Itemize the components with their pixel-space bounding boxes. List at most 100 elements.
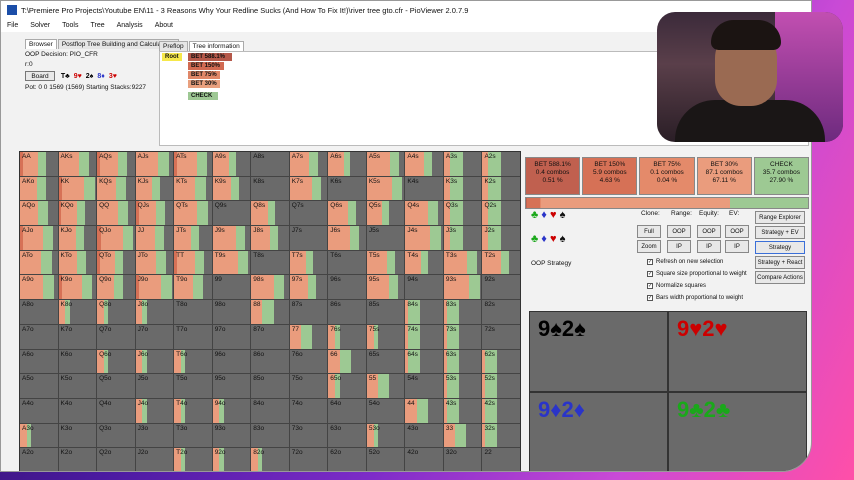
hand-cell[interactable]: TT: [174, 250, 212, 275]
hand-cell[interactable]: A3s: [443, 152, 482, 176]
hand-cell[interactable]: 33: [443, 423, 482, 448]
hand-cell[interactable]: AJo: [20, 226, 58, 250]
hand-cell[interactable]: 88: [251, 300, 289, 324]
hand-cell[interactable]: K2s: [482, 176, 520, 201]
hand-cell[interactable]: T5s: [366, 250, 405, 275]
hand-cell[interactable]: A4s: [405, 152, 443, 176]
hand-cell[interactable]: Q5o: [97, 374, 135, 398]
menu-file[interactable]: File: [7, 22, 19, 29]
menu-about[interactable]: About: [154, 22, 173, 29]
hand-cell[interactable]: K2o: [58, 448, 97, 471]
hand-cell[interactable]: A8o: [20, 300, 58, 324]
hand-cell[interactable]: 65o: [328, 374, 366, 398]
hand-cell[interactable]: JJ: [135, 226, 174, 250]
normalize-checkbox[interactable]: ✓ Normalize squares: [647, 283, 707, 289]
hand-cell[interactable]: KTs: [174, 176, 212, 201]
hand-cell[interactable]: 77: [289, 324, 328, 349]
compare-actions-button[interactable]: Compare Actions: [755, 271, 805, 284]
hand-cell[interactable]: QTs: [174, 201, 212, 226]
hand-cell[interactable]: K6s: [328, 176, 366, 201]
tree-node[interactable]: BET 75%: [188, 71, 220, 79]
hand-cell[interactable]: 95o: [212, 374, 251, 398]
hand-cell[interactable]: 65s: [366, 349, 405, 374]
hand-cell[interactable]: K3s: [443, 176, 482, 201]
hand-cell[interactable]: Q2o: [97, 448, 135, 471]
hand-cell[interactable]: 85o: [251, 374, 289, 398]
hand-cell[interactable]: A4o: [20, 398, 58, 423]
hand-cell[interactable]: Q6s: [328, 201, 366, 226]
hand-cell[interactable]: T9s: [212, 250, 251, 275]
hand-cell[interactable]: J2o: [135, 448, 174, 471]
hand-cell[interactable]: T4s: [405, 250, 443, 275]
hand-cell[interactable]: 93s: [443, 275, 482, 300]
hand-cell[interactable]: Q8o: [97, 300, 135, 324]
hand-cell[interactable]: T6o: [174, 349, 212, 374]
hand-cell[interactable]: 73o: [289, 423, 328, 448]
hand-cell[interactable]: K8o: [58, 300, 97, 324]
hand-cell[interactable]: AKs: [58, 152, 97, 176]
hand-cell[interactable]: AKo: [20, 176, 58, 201]
hand-cell[interactable]: 93o: [212, 423, 251, 448]
tree-node[interactable]: BET 588.1%: [188, 53, 232, 61]
combo-cell[interactable]: 9♦2♦: [530, 393, 667, 471]
hand-cell[interactable]: QQ: [97, 201, 135, 226]
hand-cell[interactable]: K7s: [289, 176, 328, 201]
hand-cell[interactable]: 72s: [482, 324, 520, 349]
hand-cell[interactable]: AQo: [20, 201, 58, 226]
hand-cell[interactable]: 82o: [251, 448, 289, 471]
hand-cell[interactable]: AQs: [97, 152, 135, 176]
hand-cell[interactable]: A5o: [20, 374, 58, 398]
hand-cell[interactable]: T8o: [174, 300, 212, 324]
action-summary-item[interactable]: CHECK 35.7 combos 27.90 %: [753, 157, 810, 195]
hand-cell[interactable]: 54o: [366, 398, 405, 423]
hand-cell[interactable]: Q4o: [97, 398, 135, 423]
hand-cell[interactable]: 32s: [482, 423, 520, 448]
hand-cell[interactable]: 74s: [405, 324, 443, 349]
hand-cell[interactable]: KK: [58, 176, 97, 201]
hand-cell[interactable]: 87o: [251, 324, 289, 349]
refresh-checkbox[interactable]: ✓ Refresh on new selection: [647, 259, 724, 265]
hand-cell[interactable]: 85s: [366, 300, 405, 324]
hand-cell[interactable]: 44: [405, 398, 443, 423]
suit-filter-row-2[interactable]: ♣ ♦ ♥ ♠: [531, 233, 566, 245]
strategy-react-button[interactable]: Strategy + React: [755, 256, 805, 269]
hand-cell[interactable]: Q6o: [97, 349, 135, 374]
hand-cell[interactable]: K4s: [405, 176, 443, 201]
hand-cell[interactable]: 76s: [328, 324, 366, 349]
hand-cell[interactable]: Q3o: [97, 423, 135, 448]
strategy-ev-button[interactable]: Strategy + EV: [755, 226, 805, 239]
hand-cell[interactable]: KTo: [58, 250, 97, 275]
equity-ip-button[interactable]: IP: [697, 240, 721, 253]
hand-cell[interactable]: T9o: [174, 275, 212, 300]
hand-cell[interactable]: ATo: [20, 250, 58, 275]
hand-cell[interactable]: A2o: [20, 448, 58, 471]
hand-cell[interactable]: 83o: [251, 423, 289, 448]
hand-cell[interactable]: J4o: [135, 398, 174, 423]
hand-cell[interactable]: J6o: [135, 349, 174, 374]
hand-cell[interactable]: J7s: [289, 226, 328, 250]
hand-cell[interactable]: 72o: [289, 448, 328, 471]
hand-cell[interactable]: Q9s: [212, 201, 251, 226]
hand-cell[interactable]: A9s: [212, 152, 251, 176]
hand-cell[interactable]: JTo: [135, 250, 174, 275]
hand-cell[interactable]: J9s: [212, 226, 251, 250]
hand-cell[interactable]: Q2s: [482, 201, 520, 226]
hand-cell[interactable]: 54s: [405, 374, 443, 398]
ev-oop-button[interactable]: OOP: [725, 225, 749, 238]
hand-cell[interactable]: T5o: [174, 374, 212, 398]
action-summary-item[interactable]: BET 30% 87.1 combos 67.11 %: [696, 157, 752, 195]
combo-cell[interactable]: 9♠2♠: [530, 312, 667, 391]
hand-cell[interactable]: 76o: [289, 349, 328, 374]
hand-cell[interactable]: 75o: [289, 374, 328, 398]
hand-cell[interactable]: 82s: [482, 300, 520, 324]
hand-cell[interactable]: KJo: [58, 226, 97, 250]
hand-cell[interactable]: 95s: [366, 275, 405, 300]
hand-cell[interactable]: Q9o: [97, 275, 135, 300]
hand-cell[interactable]: K4o: [58, 398, 97, 423]
range-oop-button[interactable]: OOP: [667, 225, 691, 238]
hand-cell[interactable]: AJs: [135, 152, 174, 176]
hand-cell[interactable]: KJs: [135, 176, 174, 201]
tab-tree-information[interactable]: Tree information: [188, 41, 244, 51]
hand-cell[interactable]: K5o: [58, 374, 97, 398]
hand-cell[interactable]: 63s: [443, 349, 482, 374]
